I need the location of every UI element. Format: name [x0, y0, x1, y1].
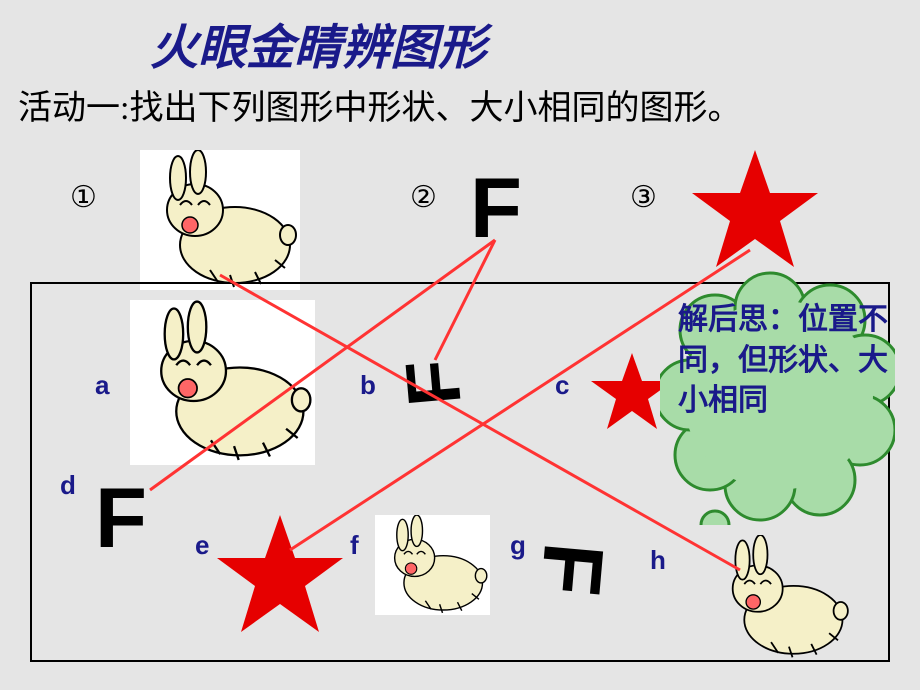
- label-1: ①: [70, 180, 97, 215]
- label-h: h: [650, 545, 666, 576]
- shape-star-3: [690, 145, 820, 275]
- label-d: d: [60, 470, 76, 501]
- activity-text: 活动一:找出下列图形中形状、大小相同的图形。: [18, 80, 741, 129]
- cloud-text: 解后思：位置不同，但形状、大小相同: [678, 300, 888, 422]
- shape-rabbit-a: [130, 300, 315, 465]
- shape-rabbit-h: [700, 535, 860, 660]
- label-c: c: [555, 370, 569, 401]
- shape-rabbit-f: [375, 515, 490, 615]
- label-f: f: [350, 530, 359, 561]
- shape-F-b: F: [388, 356, 478, 409]
- page-title: 火眼金睛辨图形: [150, 8, 486, 78]
- label-b: b: [360, 370, 376, 401]
- shape-star-e: [215, 510, 345, 640]
- shape-F-g: F: [520, 539, 622, 599]
- label-2: ②: [410, 180, 437, 215]
- label-e: e: [195, 530, 209, 561]
- label-a: a: [95, 370, 109, 401]
- shape-rabbit-1: [140, 150, 300, 290]
- shape-F-2: F: [470, 160, 522, 258]
- label-3: ③: [630, 180, 657, 215]
- shape-F-d: F: [95, 470, 147, 568]
